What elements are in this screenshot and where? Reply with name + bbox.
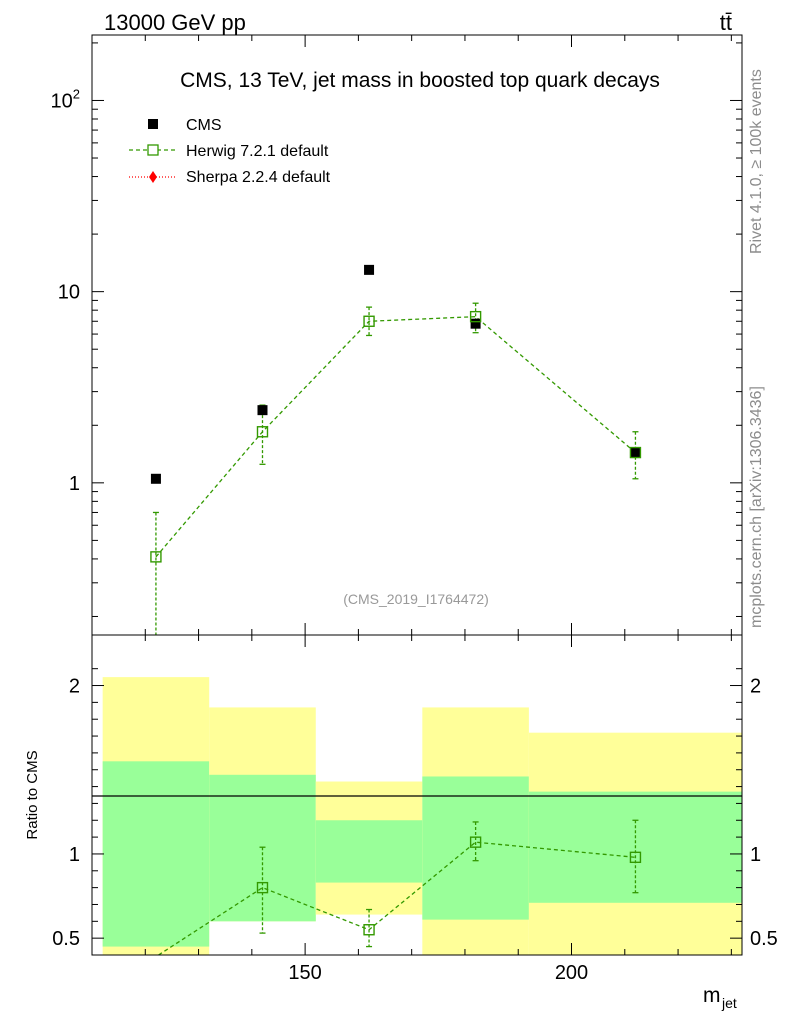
x-axis-label-sub: jet [721,995,737,1011]
mcplots-label: mcplots.cern.ch [arXiv:1306.3436] [748,386,765,628]
ratio-herwig-point [629,851,642,864]
ratio-series [158,819,642,956]
legend-cms-marker [148,119,158,129]
cms-point [150,473,161,484]
ratio-frame [91,634,743,956]
analysis-id: (CMS_2019_I1764472) [343,591,489,607]
herwig-point [469,310,482,323]
ratio-y-tick-label: 2 [69,676,80,698]
y-tick-label: 10 [58,282,80,304]
y-tick-label: 1 [69,473,80,495]
y-tick-label: 102 [51,86,80,112]
ratio-y-label: Ratio to CMS [24,750,41,839]
green-band [315,820,423,883]
cms-point [364,264,375,275]
legend-herwig-label: Herwig 7.2.1 default [186,143,329,160]
ratio-y-tick-label: 0.5 [52,928,80,950]
herwig-point [256,426,269,438]
ratio-bands [102,677,742,955]
herwig-point [629,446,642,459]
herwig-point [363,315,375,327]
ratio-herwig-point [363,924,375,936]
ratio-y-tick-label-right: 0.5 [750,928,778,950]
cms-point [257,405,268,416]
x-axis-label: m [703,984,721,1007]
ratio-y-tick-label: 1 [69,844,80,866]
cms-point [630,446,641,457]
legend: CMS Herwig 7.2.1 default Sherpa 2.2.4 de… [129,117,331,186]
main-series [150,264,642,635]
chart-title: CMS, 13 TeV, jet mass in boosted top qua… [180,69,660,92]
legend-herwig-marker [147,144,159,156]
legend-sherpa-label: Sherpa 2.2.4 default [186,169,331,186]
cms-point [470,318,481,329]
legend-sherpa-marker [149,171,157,183]
legend-cms-label: CMS [186,117,222,134]
ratio-y-tick-label-right: 2 [750,676,761,698]
beam-label: 13000 GeV pp [104,10,246,35]
ratio-y-tick-label-right: 1 [750,844,761,866]
x-tick-label: 150 [288,962,321,984]
rivet-label: Rivet 4.1.0, ≥ 100k events [748,69,765,254]
x-tick-label: 200 [555,962,588,984]
ratio-herwig-point [469,836,482,848]
herwig-line [155,315,636,558]
green-band [102,761,210,947]
herwig-point [150,551,162,563]
ratio-herwig-point [256,881,269,894]
ratio-ticks: 150 200 0.5 0.5 1 1 2 2 [52,635,778,984]
process-label: tt̄ [720,10,732,35]
